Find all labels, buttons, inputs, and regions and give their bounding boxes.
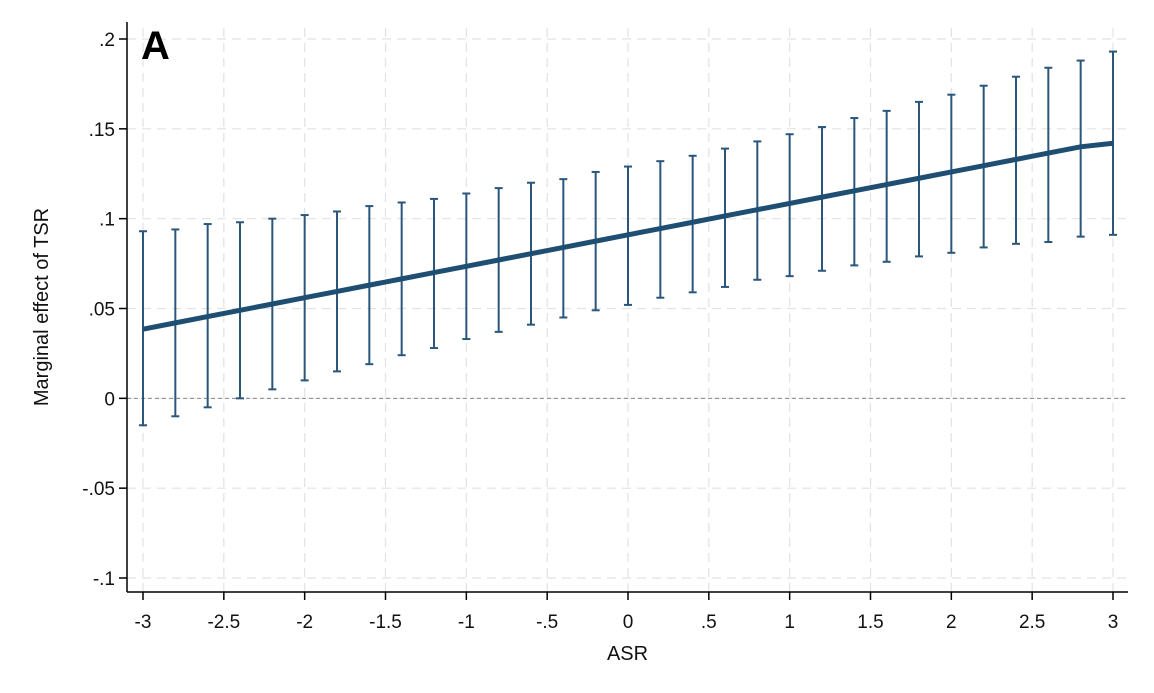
y-tick-label: 0 [104,389,115,410]
y-tick-label: .15 [89,120,115,141]
x-tick-label: 3 [1108,612,1119,633]
x-tick-label: 2.5 [1019,612,1045,633]
y-axis-ticks: -.1 -.05 0 .05 .1 .15 .2 [82,30,127,590]
marginal-effect-line [142,140,1114,332]
x-tick-label: 2 [946,612,957,633]
x-tick-label: 1.5 [857,612,883,633]
x-tick-label: -2.5 [207,612,240,633]
y-tick-label: -.05 [82,479,115,500]
x-axis-ticks: -3 -2.5 -2 -1.5 -1 -.5 0 .5 1 1.5 2 2.5 3 [135,592,1119,633]
x-tick-label: -1 [458,612,475,633]
x-tick-label: 0 [623,612,634,633]
confidence-interval [1109,50,1117,236]
x-tick-label: .5 [701,612,717,633]
x-axis-title: ASR [607,643,648,665]
x-tick-label: -1.5 [369,612,402,633]
panel-label: A [141,24,170,68]
x-tick-label: -2 [296,612,313,633]
grid [127,22,1128,592]
y-tick-label: -.1 [93,569,115,590]
y-tick-label: .1 [99,210,115,231]
y-axis-title: Marginal effect of TSR [31,208,53,406]
y-tick-label: .2 [99,30,115,51]
x-tick-label: 1 [784,612,795,633]
x-tick-label: -3 [135,612,152,633]
y-tick-label: .05 [89,300,115,321]
x-tick-label: -.5 [536,612,558,633]
